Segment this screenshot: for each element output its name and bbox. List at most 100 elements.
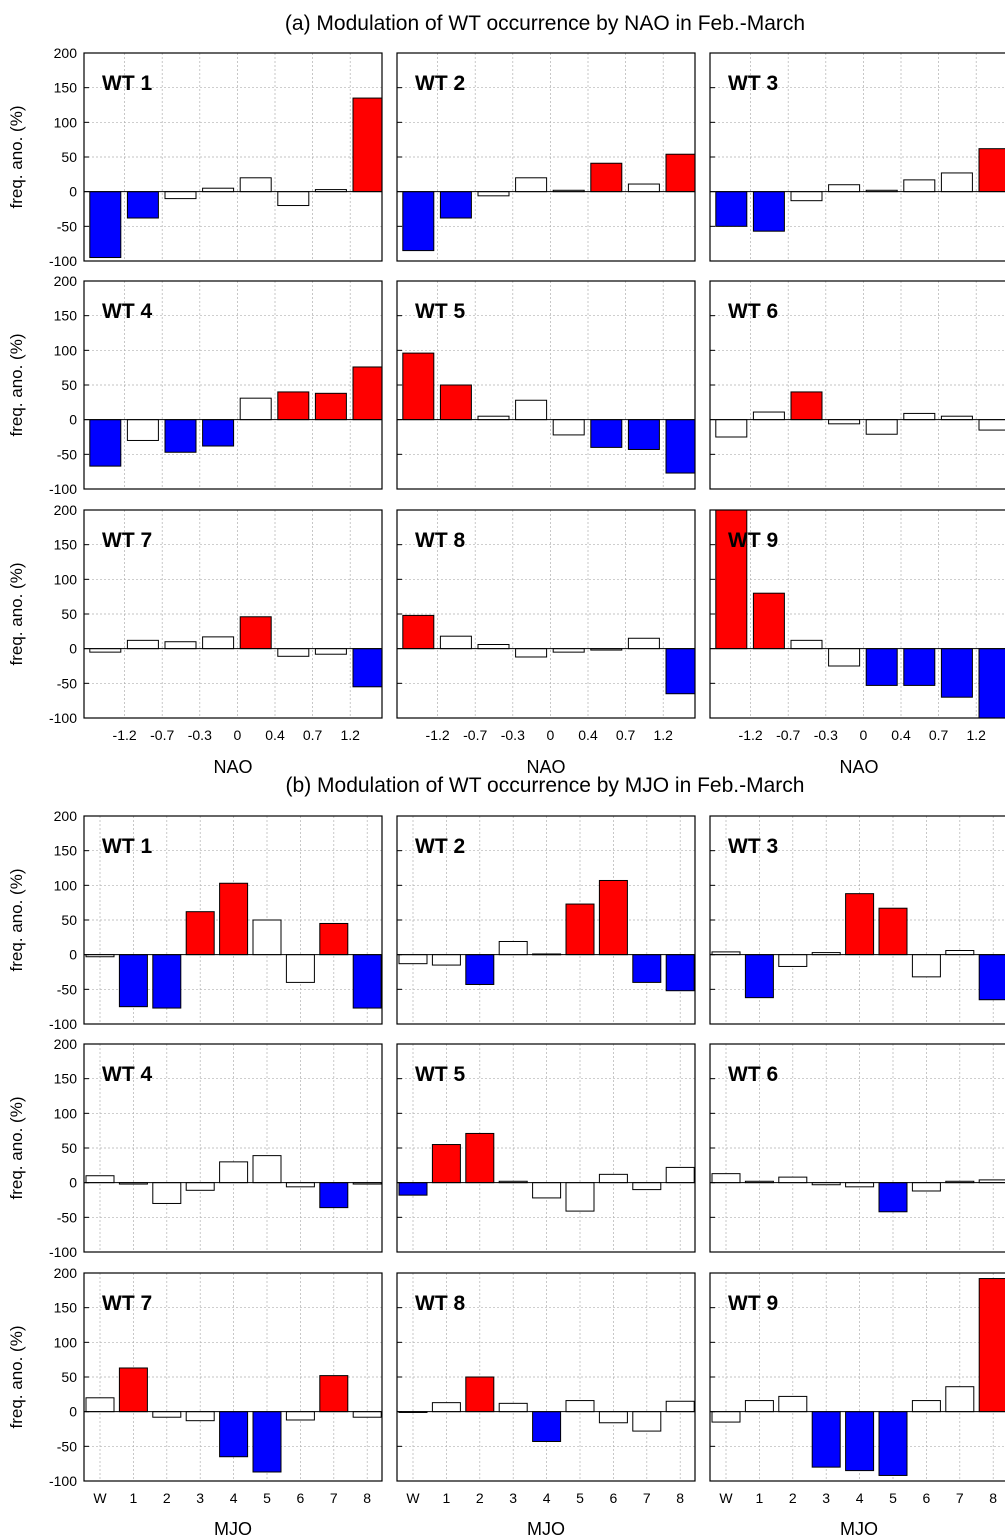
- panel-label: WT 8: [415, 529, 465, 552]
- bar-8: [665, 648, 695, 695]
- bar-1: [118, 954, 148, 1008]
- bar-1: [118, 1367, 148, 1413]
- bar-4: [202, 636, 235, 650]
- x-tick-label: 3: [822, 1490, 830, 1506]
- bar-5: [865, 648, 898, 686]
- bar-5: [252, 919, 282, 956]
- x-tick-label: 0.4: [265, 727, 285, 743]
- bar-W: [85, 1397, 115, 1413]
- bar-1: [715, 419, 748, 438]
- bars: [711, 1173, 1005, 1213]
- nao-panel-2: WT 2: [396, 52, 696, 262]
- bar-7: [940, 648, 973, 698]
- bar-7: [319, 922, 349, 956]
- x-tick-label: 1: [756, 1490, 764, 1506]
- x-tick-label: 6: [610, 1490, 618, 1506]
- bar-7: [945, 1386, 975, 1413]
- bar-2: [152, 954, 182, 1009]
- bar-2: [152, 1182, 182, 1204]
- bar-2: [778, 954, 808, 967]
- bar-3: [790, 191, 823, 202]
- bar-6: [903, 648, 936, 686]
- x-tick-label: W: [719, 1490, 733, 1506]
- y-tick-label: 200: [54, 1036, 78, 1052]
- mjo-panel-8: WT 8 W 1 2 3 4 5 6 7 8 MJO: [396, 1272, 696, 1538]
- bar-8: [665, 954, 695, 992]
- bars: [398, 1132, 695, 1212]
- bar-6: [277, 648, 310, 657]
- mjo-panel-2: WT 2: [396, 815, 696, 1025]
- y-tick-label: 150: [54, 308, 78, 324]
- bar-8: [665, 419, 695, 474]
- mjo-panel-4: WT 4 -100 -50 0 50 100 150 200 freq. ano. (%): [7, 1036, 383, 1260]
- bar-8: [352, 366, 382, 421]
- bar-6: [598, 1173, 628, 1184]
- bar-1: [89, 648, 122, 653]
- panel-label: WT 2: [415, 72, 465, 95]
- bar-6: [285, 1411, 315, 1421]
- bar-4: [828, 648, 861, 667]
- mjo-panel-1: WT 1 -100 -50 0 50 100 150 200 freq. ano. (%): [7, 808, 383, 1032]
- x-tick-label: -0.7: [463, 727, 487, 743]
- x-tick-label: 4: [856, 1490, 864, 1506]
- bar-4: [828, 419, 861, 425]
- x-tick-label: 1.2: [966, 727, 986, 743]
- bar-2: [465, 1132, 495, 1184]
- bar-1: [431, 954, 461, 966]
- x-tick-label: 4: [230, 1490, 238, 1506]
- y-tick-label: 100: [54, 877, 78, 893]
- y-axis-label: freq. ano. (%): [7, 1097, 26, 1200]
- bar-1: [744, 954, 774, 999]
- bars: [85, 1367, 382, 1473]
- y-tick-label: -100: [49, 481, 77, 497]
- x-tick-label: W: [93, 1490, 107, 1506]
- bar-W: [398, 954, 428, 965]
- bars: [89, 97, 382, 259]
- panel-label: WT 4: [102, 1063, 152, 1086]
- bar-5: [552, 419, 585, 436]
- bars: [398, 879, 695, 992]
- bar-4: [202, 419, 235, 447]
- bar-7: [314, 648, 347, 655]
- bar-2: [752, 191, 785, 232]
- bar-1: [431, 1402, 461, 1413]
- bar-2: [126, 191, 159, 219]
- bar-4: [532, 1411, 562, 1442]
- x-tick-label: 0.4: [891, 727, 911, 743]
- panel-label: WT 1: [102, 72, 152, 95]
- x-tick-label: 7: [643, 1490, 651, 1506]
- bar-6: [285, 954, 315, 983]
- x-axis-label: NAO: [213, 757, 252, 777]
- x-tick-label: 8: [363, 1490, 371, 1506]
- y-tick-label: -100: [49, 1016, 77, 1032]
- bar-1: [402, 191, 435, 252]
- bar-6: [903, 179, 936, 193]
- panel-label: WT 8: [415, 1292, 465, 1315]
- x-tick-label: 2: [476, 1490, 484, 1506]
- y-tick-label: 0: [69, 947, 77, 963]
- nao-panel-3: WT 3: [709, 52, 1005, 262]
- bar-4: [515, 399, 548, 421]
- bar-2: [778, 1395, 808, 1413]
- bar-8: [352, 648, 382, 688]
- bar-5: [878, 907, 908, 956]
- x-tick-label: -1.2: [113, 727, 137, 743]
- bar-1: [431, 1144, 461, 1184]
- panel-label: WT 7: [102, 529, 152, 552]
- figure-title-b: (b) Modulation of WT occurrence by MJO i…: [286, 774, 805, 797]
- bar-5: [878, 1182, 908, 1213]
- bar-4: [202, 187, 235, 193]
- panel-label: WT 2: [415, 835, 465, 858]
- y-tick-label: 200: [54, 808, 78, 824]
- bar-5: [252, 1411, 282, 1473]
- bar-6: [911, 1400, 941, 1413]
- bar-3: [790, 639, 823, 650]
- bar-5: [252, 1155, 282, 1184]
- bar-8: [352, 97, 382, 193]
- y-tick-label: 200: [54, 1265, 78, 1281]
- bar-3: [164, 191, 197, 200]
- y-tick-label: 0: [69, 412, 77, 428]
- x-tick-label: 0: [860, 727, 868, 743]
- x-axis-label: MJO: [214, 1519, 252, 1538]
- nao-panel-7: WT 7 -100 -50 0 50 100 150 200 freq. ano. (%) -1.…: [7, 502, 383, 777]
